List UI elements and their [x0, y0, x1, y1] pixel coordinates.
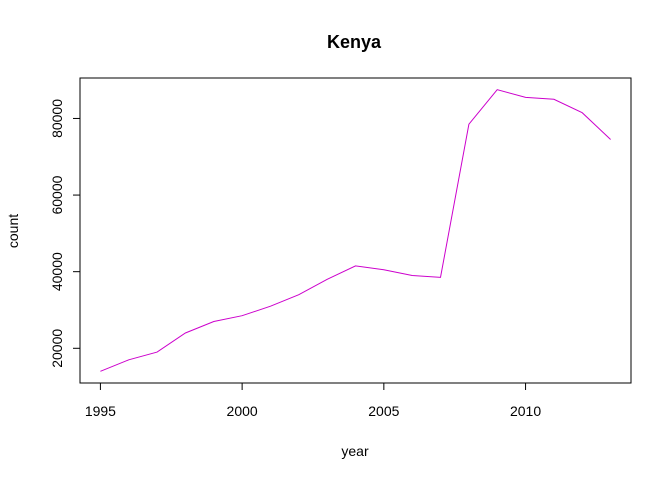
y-axis-label: count	[5, 214, 21, 248]
x-axis: 1995 2000 2005 2010	[85, 382, 541, 419]
y-tick-label: 60000	[49, 175, 65, 214]
y-tick-label: 40000	[49, 252, 65, 291]
y-tick-label: 80000	[49, 99, 65, 138]
chart-title: Kenya	[327, 32, 382, 52]
plot-area	[79, 77, 632, 384]
x-tick-label: 2005	[368, 403, 399, 419]
y-axis: 20000 40000 60000 80000	[49, 99, 81, 368]
series-layer	[100, 89, 611, 372]
x-tick-label: 2000	[227, 403, 258, 419]
x-tick-label: 1995	[85, 403, 116, 419]
y-tick-label: 20000	[49, 329, 65, 368]
series-line	[100, 89, 611, 372]
x-axis-label: year	[341, 443, 369, 459]
x-tick-label: 2010	[510, 403, 541, 419]
